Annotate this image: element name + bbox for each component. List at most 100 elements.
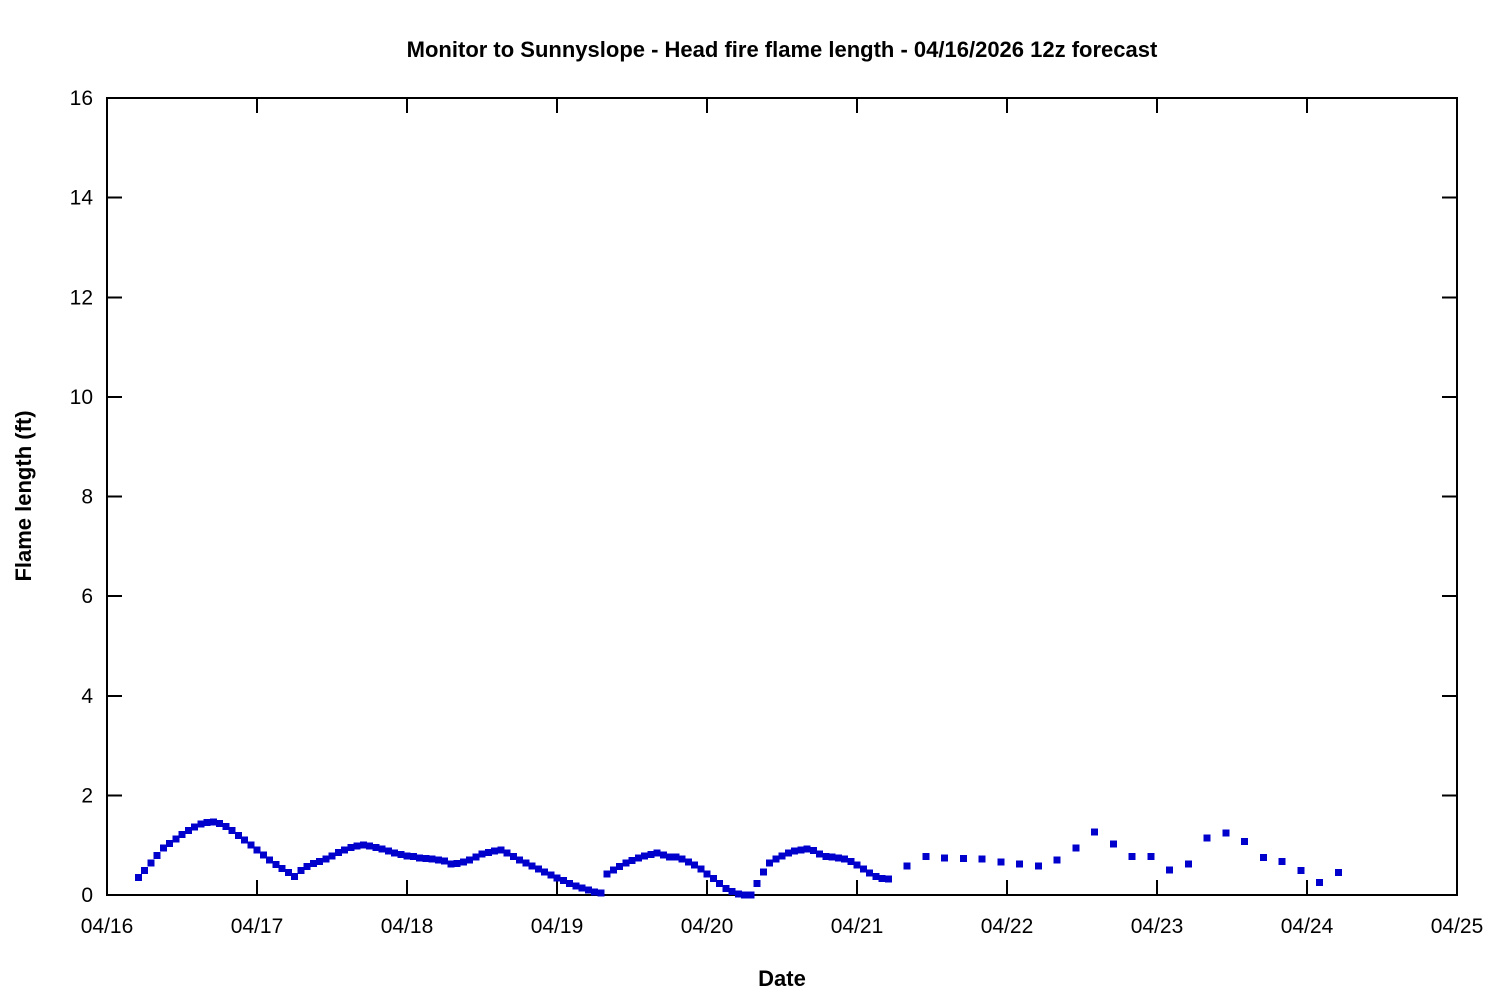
plot-border	[106, 97, 1458, 896]
data-point	[478, 850, 486, 858]
data-point	[797, 846, 805, 854]
data-point	[153, 852, 161, 860]
y-tick-label: 14	[70, 187, 94, 210]
data-point	[884, 875, 892, 883]
data-point	[766, 859, 773, 867]
data-point	[484, 849, 492, 857]
data-point	[134, 874, 142, 882]
data-point	[703, 870, 711, 878]
data-point	[278, 865, 286, 873]
data-point	[366, 842, 373, 850]
data-point	[491, 847, 498, 855]
data-point	[803, 845, 811, 853]
data-point	[184, 827, 192, 835]
data-point	[1203, 834, 1211, 842]
y-tick-label: 8	[81, 486, 93, 509]
data-point	[497, 846, 505, 854]
data-point	[166, 840, 173, 848]
data-point	[534, 865, 542, 873]
data-point	[141, 867, 148, 875]
data-point	[791, 847, 798, 855]
data-point	[203, 818, 211, 826]
x-axis-tick-labels: 04/16 04/17 04/18 04/19 04/20 04/21 04/22 04/23…	[81, 915, 1484, 938]
data-point	[853, 861, 861, 869]
data-point	[1184, 860, 1192, 868]
data-point	[228, 827, 236, 835]
data-point	[978, 855, 986, 863]
data-point	[316, 858, 323, 866]
data-point	[1297, 867, 1305, 875]
y-axis-label: Flame length (ft)	[11, 410, 36, 581]
data-point	[834, 854, 842, 862]
data-point	[759, 868, 767, 876]
data-point	[634, 854, 642, 862]
data-point	[341, 846, 348, 854]
data-point	[178, 831, 186, 839]
y-axis-tick-labels: 0 2 4 6 8 10 12 14 16	[70, 87, 94, 907]
data-point	[734, 890, 742, 898]
data-point	[359, 841, 367, 849]
x-tick-label: 04/18	[381, 915, 434, 938]
x-tick-label: 04/21	[831, 915, 884, 938]
data-point	[778, 852, 786, 860]
data-point	[603, 870, 611, 878]
data-point	[209, 818, 217, 826]
data-point	[841, 855, 848, 863]
data-point	[641, 852, 648, 860]
data-point	[809, 847, 817, 855]
data-point	[1128, 853, 1136, 861]
data-point	[428, 855, 436, 863]
data-point	[222, 822, 230, 830]
data-point	[147, 859, 155, 867]
data-point	[609, 866, 617, 874]
data-point	[684, 858, 692, 866]
y-tick-label: 6	[81, 585, 93, 608]
data-point	[541, 868, 548, 876]
data-point	[753, 880, 761, 888]
data-point	[597, 889, 605, 897]
data-point	[772, 855, 780, 863]
data-point	[941, 854, 948, 862]
data-point	[578, 884, 586, 892]
data-point	[309, 860, 317, 868]
y-tick-label: 16	[70, 87, 93, 110]
data-point	[403, 852, 411, 860]
data-point	[1109, 840, 1117, 848]
x-tick-label: 04/23	[1131, 915, 1184, 938]
x-axis-label: Date	[758, 966, 806, 991]
data-point	[659, 851, 667, 859]
data-point	[903, 862, 911, 870]
y-tick-label: 12	[70, 286, 93, 309]
data-point	[322, 855, 330, 863]
data-point	[384, 847, 392, 855]
data-point	[1166, 866, 1173, 874]
data-point	[253, 846, 261, 854]
data-point	[591, 888, 598, 896]
data-point	[872, 873, 880, 881]
x-tick-label: 04/25	[1431, 915, 1484, 938]
data-point	[1147, 853, 1155, 861]
data-point	[459, 858, 467, 866]
data-point	[1016, 860, 1023, 868]
data-point	[709, 875, 717, 883]
data-point	[434, 856, 442, 864]
data-point	[847, 858, 855, 866]
data-point	[959, 855, 967, 863]
data-point	[616, 863, 623, 871]
data-point	[859, 865, 867, 873]
data-point	[472, 853, 480, 861]
data-point	[1034, 862, 1042, 870]
data-point	[453, 860, 461, 868]
x-tick-label: 04/19	[531, 915, 584, 938]
data-point	[559, 877, 567, 885]
data-point	[1334, 869, 1342, 877]
data-point	[172, 835, 180, 843]
data-point	[716, 880, 723, 888]
chart-title: Monitor to Sunnyslope - Head fire flame …	[407, 37, 1158, 62]
data-point	[247, 841, 255, 849]
data-point	[422, 855, 430, 863]
data-point	[622, 859, 630, 867]
data-point	[334, 849, 342, 857]
